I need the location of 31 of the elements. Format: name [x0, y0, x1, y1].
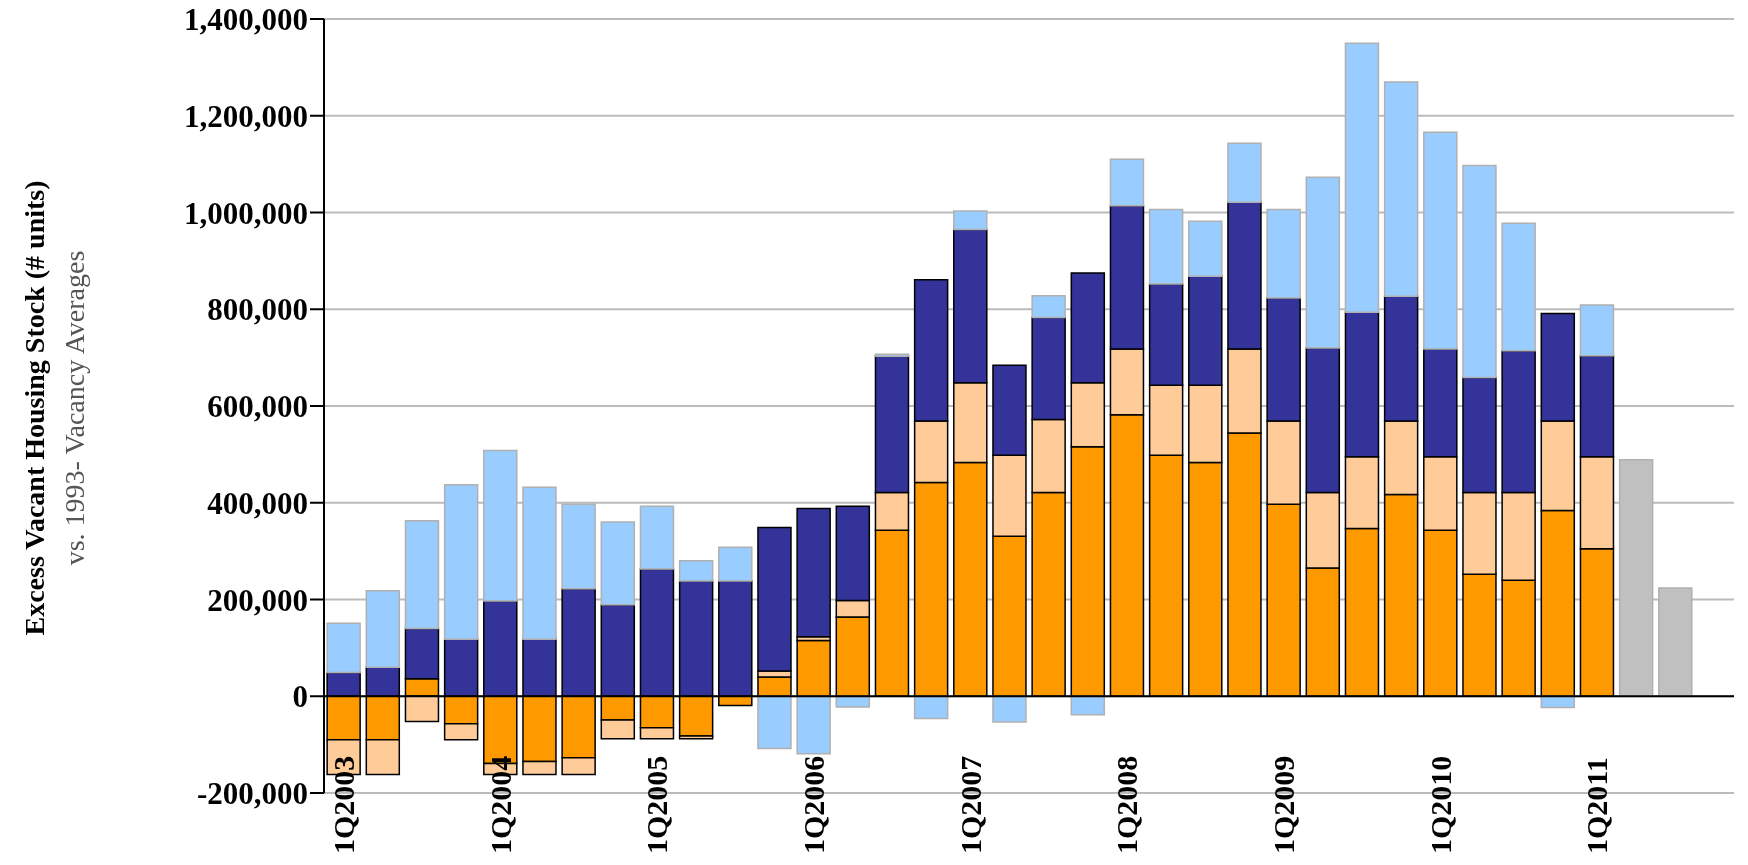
y-axis-title: Excess Vacant Housing Stock (# units) vs. 1993- Vacancy Averages [18, 180, 90, 636]
y-tick-label: 1,200,000 [184, 98, 308, 134]
bar [992, 695, 1027, 723]
bar [835, 695, 871, 708]
x-tick-label: 1Q2009 [1267, 755, 1301, 854]
x-tick-label: 1Q2004 [483, 755, 517, 854]
x-tick-label: 1Q2010 [1423, 755, 1457, 854]
x-tick-label: 1Q2008 [1110, 755, 1144, 854]
bar [796, 507, 831, 638]
y-tick-label: 0 [292, 679, 308, 715]
bar [326, 622, 361, 674]
y-tick-label: 600,000 [207, 389, 308, 425]
bar [718, 546, 753, 582]
y-tick-label: 1,400,000 [184, 2, 308, 38]
y-tick-label: 400,000 [207, 485, 308, 521]
bar [678, 560, 714, 582]
bar [796, 695, 831, 755]
x-tick-label: 1Q2007 [953, 755, 987, 854]
bar [1227, 142, 1262, 204]
x-tick-label: 1Q2005 [640, 755, 674, 854]
y-tick-label: -200,000 [196, 776, 308, 812]
x-tick-label: 1Q2006 [797, 755, 831, 854]
bar [757, 695, 792, 750]
y-tick-label: 800,000 [207, 292, 308, 328]
bar [913, 695, 949, 720]
x-tick-label: 1Q2003 [327, 755, 361, 854]
y-tick-label: 200,000 [207, 582, 308, 618]
bar [1109, 158, 1145, 207]
x-tick-label: 1Q2011 [1580, 757, 1614, 854]
y-tick-label: 1,000,000 [184, 195, 308, 231]
bar [1188, 220, 1223, 278]
